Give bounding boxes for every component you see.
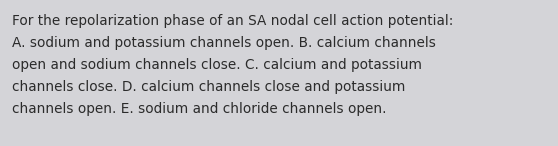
Text: channels open. E. sodium and chloride channels open.: channels open. E. sodium and chloride ch… xyxy=(12,102,387,116)
Text: For the repolarization phase of an SA nodal cell action potential:: For the repolarization phase of an SA no… xyxy=(12,14,453,28)
Text: A. sodium and potassium channels open. B. calcium channels: A. sodium and potassium channels open. B… xyxy=(12,36,436,50)
Text: channels close. D. calcium channels close and potassium: channels close. D. calcium channels clos… xyxy=(12,80,405,94)
Text: open and sodium channels close. C. calcium and potassium: open and sodium channels close. C. calci… xyxy=(12,58,422,72)
